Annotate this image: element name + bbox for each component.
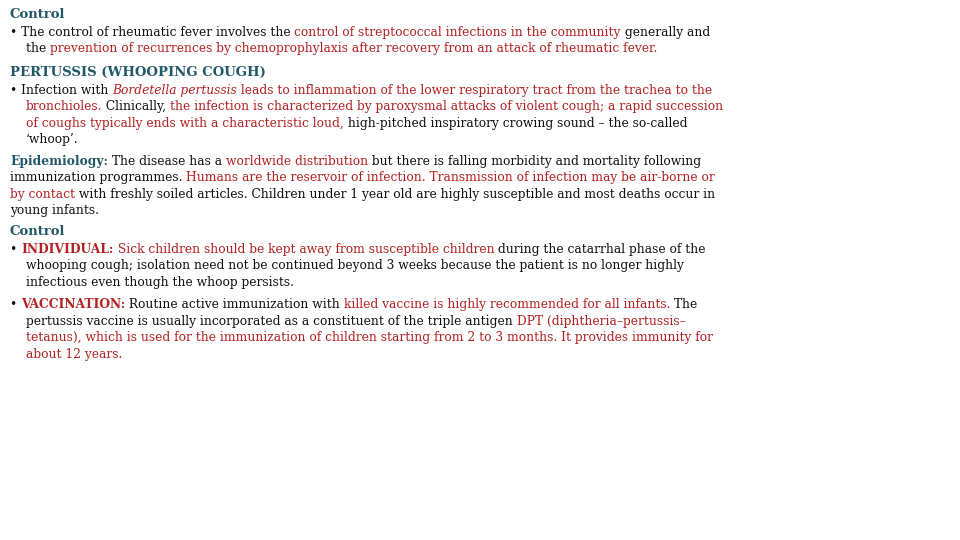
Text: during the catarrhal phase of the: during the catarrhal phase of the bbox=[494, 242, 706, 255]
Text: prevention of recurrences by chemoprophylaxis after recovery from an attack of r: prevention of recurrences by chemoprophy… bbox=[50, 42, 658, 56]
Text: Epidemiology:: Epidemiology: bbox=[10, 154, 108, 168]
Text: but there is falling morbidity and mortality following: but there is falling morbidity and morta… bbox=[368, 154, 701, 168]
Text: worldwide distribution: worldwide distribution bbox=[226, 154, 368, 168]
Text: by contact: by contact bbox=[10, 188, 75, 201]
Text: generally and: generally and bbox=[621, 26, 710, 39]
Text: the infection is characterized by paroxysmal attacks of violent cough; a rapid s: the infection is characterized by paroxy… bbox=[171, 100, 724, 113]
Text: Control: Control bbox=[10, 225, 65, 238]
Text: high-pitched inspiratory crowing sound – the so-called: high-pitched inspiratory crowing sound –… bbox=[344, 117, 687, 130]
Text: leads to inflammation of the lower respiratory tract from the trachea to the: leads to inflammation of the lower respi… bbox=[237, 84, 712, 97]
Text: • Infection with: • Infection with bbox=[10, 84, 112, 97]
Text: Humans are the reservoir of infection. Transmission of infection may be air-born: Humans are the reservoir of infection. T… bbox=[186, 171, 715, 184]
Text: immunization programmes.: immunization programmes. bbox=[10, 171, 186, 184]
Text: Bordetella pertussis: Bordetella pertussis bbox=[112, 84, 237, 97]
Text: DPT (diphtheria–pertussis–: DPT (diphtheria–pertussis– bbox=[516, 314, 685, 328]
Text: about 12 years.: about 12 years. bbox=[26, 348, 122, 361]
Text: Control: Control bbox=[10, 8, 65, 21]
Text: infectious even though the whoop persists.: infectious even though the whoop persist… bbox=[26, 275, 294, 288]
Text: Routine active immunization with: Routine active immunization with bbox=[126, 298, 344, 311]
Text: The disease has a: The disease has a bbox=[108, 154, 226, 168]
Text: INDIVIDUAL:: INDIVIDUAL: bbox=[21, 242, 113, 255]
Text: with freshly soiled articles. Children under 1 year old are highly susceptible a: with freshly soiled articles. Children u… bbox=[75, 188, 715, 201]
Text: bronchioles.: bronchioles. bbox=[26, 100, 103, 113]
Text: tetanus), which is used for the immunization of children starting from 2 to 3 mo: tetanus), which is used for the immuniza… bbox=[26, 331, 713, 344]
Text: pertussis vaccine is usually incorporated as a constituent of the triple antigen: pertussis vaccine is usually incorporate… bbox=[26, 314, 516, 328]
Text: VACCINATION:: VACCINATION: bbox=[21, 298, 126, 311]
Text: whooping cough; isolation need not be continued beyond 3 weeks because the patie: whooping cough; isolation need not be co… bbox=[26, 259, 684, 272]
Text: control of streptococcal infections in the community: control of streptococcal infections in t… bbox=[295, 26, 621, 39]
Text: killed vaccine is highly recommended for all infants.: killed vaccine is highly recommended for… bbox=[344, 298, 670, 311]
Text: Clinically,: Clinically, bbox=[103, 100, 171, 113]
Text: ‘whoop’.: ‘whoop’. bbox=[26, 133, 79, 146]
Text: young infants.: young infants. bbox=[10, 204, 99, 217]
Text: Sick children should be kept away from susceptible children: Sick children should be kept away from s… bbox=[113, 242, 494, 255]
Text: The: The bbox=[670, 298, 698, 311]
Text: the: the bbox=[26, 42, 50, 56]
Text: •: • bbox=[10, 242, 21, 255]
Text: •: • bbox=[10, 298, 21, 311]
Text: of coughs typically ends with a characteristic loud,: of coughs typically ends with a characte… bbox=[26, 117, 344, 130]
Text: • The control of rheumatic fever involves the: • The control of rheumatic fever involve… bbox=[10, 26, 295, 39]
Text: PERTUSSIS (WHOOPING COUGH): PERTUSSIS (WHOOPING COUGH) bbox=[10, 66, 266, 79]
